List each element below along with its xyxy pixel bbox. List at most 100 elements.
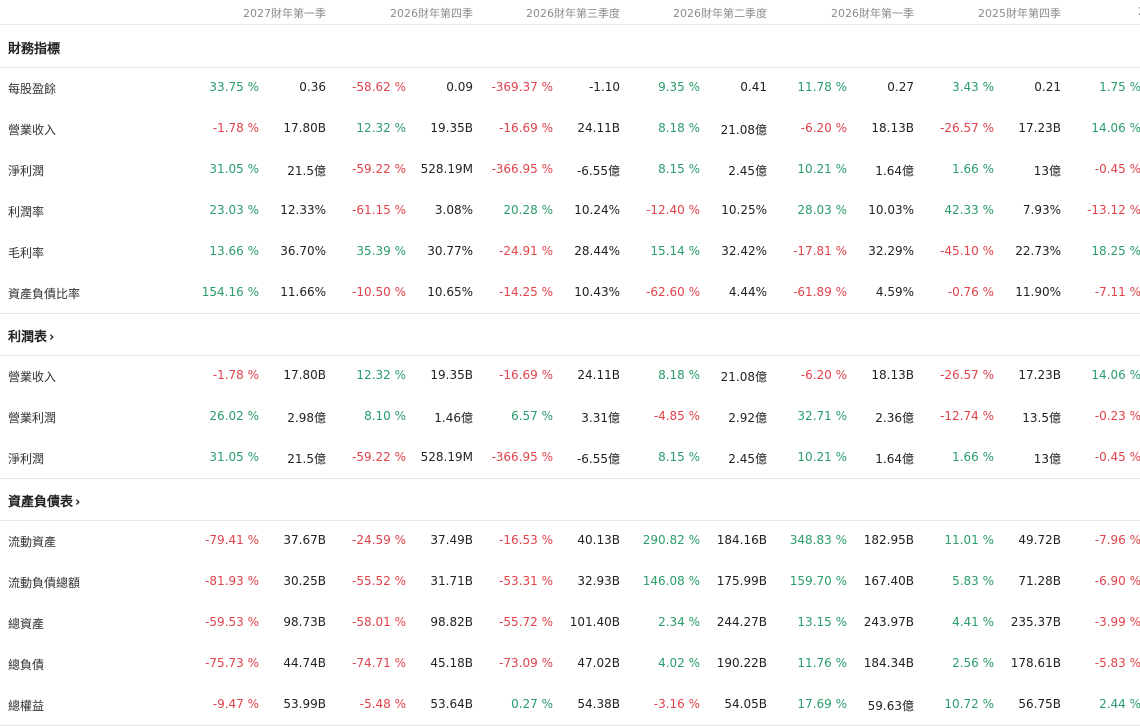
change-percent: -6.90 % [1094, 574, 1140, 588]
change-percent: -73.09 % [499, 656, 553, 670]
row-label: 流動負債總額 [8, 576, 81, 590]
change-percent: 32.71 % [797, 409, 847, 423]
section-title[interactable]: 利潤表 › [8, 326, 54, 345]
metric-value: 10.25% [721, 203, 767, 217]
change-percent: 2.34 % [658, 615, 700, 629]
table-row: 淨利潤 31.05 % 21.5億 -59.22 % 528.19M -366.95 % -… [0, 437, 1140, 479]
change-percent: 6.57 % [511, 409, 553, 423]
change-percent: 8.10 % [364, 409, 406, 423]
change-percent: -13.12 % [1087, 203, 1140, 217]
metric-value: 31.71B [430, 574, 473, 588]
metric-value: 30.25B [283, 574, 326, 588]
change-percent: -17.81 % [793, 244, 847, 258]
metric-value: -6.55億 [576, 164, 620, 178]
metric-value: 0.41 [740, 80, 767, 94]
change-percent: 10.72 % [944, 697, 994, 711]
change-percent: -0.45 % [1094, 450, 1140, 464]
metric-value: 21.08億 [720, 123, 767, 137]
metric-value: 21.08億 [720, 370, 767, 384]
change-percent: 290.82 % [642, 533, 700, 547]
metric-value: 167.40B [863, 574, 914, 588]
change-percent: 13.66 % [209, 244, 259, 258]
change-percent: 1.66 % [952, 162, 994, 176]
table-row: 營業收入 -1.78 % 17.80B 12.32 % 19.35B -16.69 % 24… [0, 355, 1140, 396]
row-label: 淨利潤 [8, 164, 45, 178]
change-percent: -62.60 % [646, 285, 700, 299]
metric-value: 30.77% [427, 244, 473, 258]
metric-value: 32.42% [721, 244, 767, 258]
change-percent: -369.37 % [491, 80, 553, 94]
section-title[interactable]: 資產負債表 › [8, 491, 80, 510]
metric-value: 4.44% [728, 285, 767, 299]
row-label: 總負債 [8, 658, 45, 672]
metric-value: 13億 [1033, 164, 1061, 178]
period-header-cell: 2026財年第四季 [390, 7, 473, 20]
change-percent: 14.06 % [1091, 121, 1140, 135]
change-percent: -81.93 % [205, 574, 259, 588]
change-percent: -3.99 % [1094, 615, 1140, 629]
change-percent: 33.75 % [209, 80, 259, 94]
metric-value: 244.27B [716, 615, 767, 629]
metric-value: 21.5億 [287, 164, 326, 178]
change-percent: 31.05 % [209, 162, 259, 176]
change-percent: 3.43 % [952, 80, 994, 94]
change-percent: 8.15 % [658, 162, 700, 176]
metric-value: 54.05B [724, 697, 767, 711]
change-percent: 1.75 % [1099, 80, 1140, 94]
metric-value: 0.36 [299, 80, 326, 94]
metric-value: 56.75B [1018, 697, 1061, 711]
change-percent: -74.71 % [352, 656, 406, 670]
change-percent: 9.35 % [658, 80, 700, 94]
change-percent: -75.73 % [205, 656, 259, 670]
change-percent: 11.78 % [797, 80, 847, 94]
section-header[interactable]: 利潤表 › [0, 313, 1140, 356]
metric-value: 101.40B [569, 615, 620, 629]
metric-value: 4.59% [875, 285, 914, 299]
change-percent: -3.16 % [653, 697, 700, 711]
metric-value: 19.35B [430, 368, 473, 382]
metric-value: 1.64億 [875, 164, 914, 178]
row-label: 總權益 [8, 699, 45, 713]
period-header: 2027財年第一季 2026財年第四季 2026財年第三季度 2026財年第二季度 20… [0, 0, 1140, 25]
change-percent: 14.06 % [1091, 368, 1140, 382]
metric-value: 182.95B [863, 533, 914, 547]
change-percent: -59.53 % [205, 615, 259, 629]
change-percent: -4.85 % [653, 409, 700, 423]
metric-value: 13億 [1033, 452, 1061, 466]
change-percent: 20.28 % [503, 203, 553, 217]
change-percent: -26.57 % [940, 368, 994, 382]
section-title-label: 資產負債表 [8, 495, 74, 510]
chevron-right-icon[interactable]: › [49, 330, 55, 345]
metric-value: 3.08% [434, 203, 473, 217]
table-row: 資產負債比率 154.16 % 11.66% -10.50 % 10.65% -14.25… [0, 272, 1140, 314]
row-label: 營業收入 [8, 123, 57, 137]
change-percent: -16.53 % [499, 533, 553, 547]
table-row: 流動資產 -79.41 % 37.67B -24.59 % 37.49B -16.53 %… [0, 520, 1140, 561]
change-percent: 10.21 % [797, 162, 847, 176]
metric-value: 98.73B [283, 615, 326, 629]
row-label: 營業收入 [8, 370, 57, 384]
table-row: 總資產 -59.53 % 98.73B -58.01 % 98.82B -55.72 % 1… [0, 602, 1140, 643]
section-header: 財務指標 [0, 25, 1140, 68]
metric-value: 243.97B [863, 615, 914, 629]
metric-value: 528.19M [420, 450, 473, 464]
change-percent: 2.44 % [1099, 697, 1140, 711]
section-title-label: 利潤表 [8, 330, 48, 345]
metric-value: 17.80B [283, 368, 326, 382]
change-percent: -10.50 % [352, 285, 406, 299]
metric-value: 37.67B [283, 533, 326, 547]
change-percent: -79.41 % [205, 533, 259, 547]
metric-value: 235.37B [1010, 615, 1061, 629]
metric-value: 184.16B [716, 533, 767, 547]
chevron-right-icon[interactable]: › [75, 495, 81, 510]
change-percent: -1.78 % [212, 368, 259, 382]
section-header[interactable]: 資產負債表 › [0, 478, 1140, 521]
metric-value: 17.23B [1018, 121, 1061, 135]
metric-value: 10.24% [574, 203, 620, 217]
change-percent: -9.47 % [212, 697, 259, 711]
change-percent: -59.22 % [352, 450, 406, 464]
metric-value: 10.65% [427, 285, 473, 299]
change-percent: -12.40 % [646, 203, 700, 217]
metric-value: 10.03% [868, 203, 914, 217]
change-percent: 15.14 % [650, 244, 700, 258]
